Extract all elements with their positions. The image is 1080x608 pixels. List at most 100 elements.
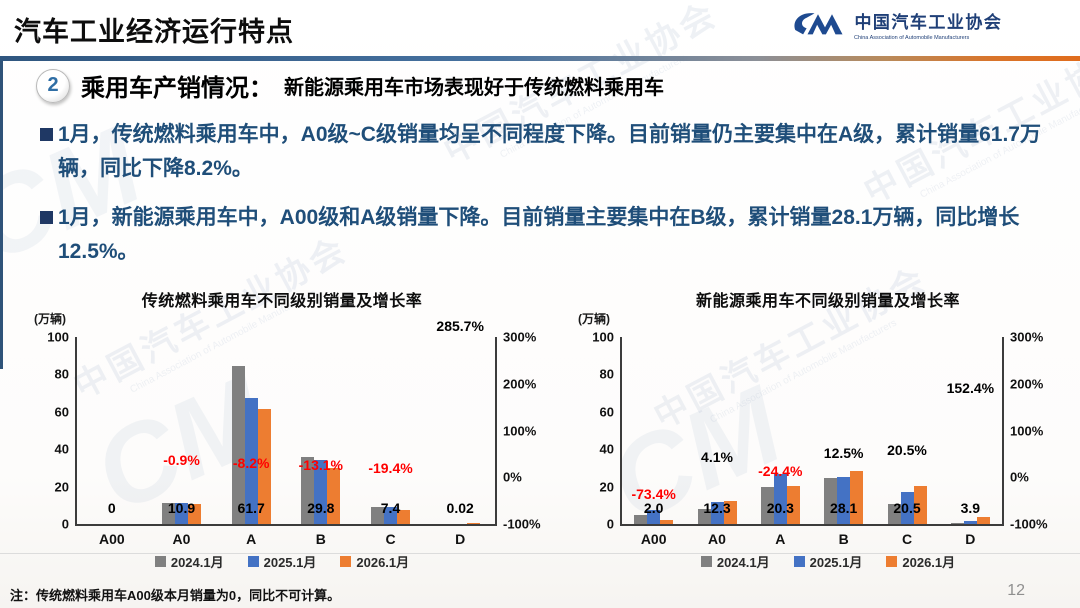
growth-label: -73.4% xyxy=(631,485,676,502)
secondary-axis-tick: 200% xyxy=(1010,376,1044,392)
category-label: A xyxy=(775,531,786,547)
bullet-text: 1月，新能源乘用车中，A00级和A级销量下降。目前销量主要集中在B级，累计销量2… xyxy=(58,206,1020,263)
legend-swatch xyxy=(154,556,166,567)
value-label: 20.3 xyxy=(766,500,794,516)
bar-2024.1月 xyxy=(824,478,838,524)
bar-2025.1月 xyxy=(314,459,328,524)
category-label: A00 xyxy=(98,531,125,547)
y-axis-tick: 20 xyxy=(599,479,614,495)
growth-label: -19.4% xyxy=(368,460,413,477)
bar-2025.1月 xyxy=(384,506,397,524)
value-label: 29.8 xyxy=(307,500,335,516)
value-label: 0.02 xyxy=(446,500,474,516)
legend-item: 2024.1月 xyxy=(154,552,224,571)
chart-title: 新能源乘用车不同级别销量及增长率 xyxy=(695,293,960,310)
legend-label: 2025.1月 xyxy=(809,555,863,570)
secondary-axis-tick: -100% xyxy=(1010,516,1048,532)
legend-label: 2026.1月 xyxy=(902,555,956,570)
bar-2024.1月 xyxy=(887,504,901,524)
y-axis-tick: 80 xyxy=(54,366,69,382)
logo-org-name-en: China Association of Automobile Manufact… xyxy=(854,34,970,41)
bar-2024.1月 xyxy=(162,502,175,524)
value-label: 7.4 xyxy=(380,500,401,516)
bar-2025.1月 xyxy=(175,503,188,524)
legend-swatch xyxy=(340,556,352,567)
bullet-item: 1月，新能源乘用车中，A00级和A级销量下降。目前销量主要集中在B级，累计销量2… xyxy=(40,201,1066,269)
growth-label: 20.5% xyxy=(887,441,927,458)
title-divider xyxy=(0,56,1080,61)
growth-label: -24.4% xyxy=(758,462,803,479)
section-header: 2 乘用车产销情况： 新能源乘用车市场表现好于传统燃料乘用车 xyxy=(36,68,664,103)
value-label: 0 xyxy=(107,500,116,516)
value-label: 61.7 xyxy=(237,500,265,516)
y-axis-tick: 100 xyxy=(47,329,69,345)
chart-legend: 2024.1月 2025.1月 2026.1月 xyxy=(572,552,1080,571)
value-label: 28.1 xyxy=(830,500,858,516)
y-axis-unit-label: (万辆) xyxy=(34,312,66,326)
section-heading: 乘用车产销情况： xyxy=(81,75,273,102)
legend-item: 2026.1月 xyxy=(886,552,955,571)
bar-2026.1月 xyxy=(188,503,201,524)
growth-label: 285.7% xyxy=(436,317,484,334)
value-label: 20.5 xyxy=(893,500,921,516)
bar-2026.1月 xyxy=(723,501,737,524)
y-axis-unit-label: (万辆) xyxy=(578,312,610,326)
bar-2026.1月 xyxy=(786,486,800,524)
plot-area: 0 20 40 60 80 100 -100% 0% 100% 200% 300% A00 2.0 -73… xyxy=(592,330,1047,548)
bar-2026.1月 xyxy=(327,468,341,524)
secondary-axis-tick: 200% xyxy=(503,376,537,392)
category-label: D xyxy=(455,531,466,547)
legend-label: 2024.1月 xyxy=(716,555,770,570)
page-title: 汽车工业经济运行特点 xyxy=(14,17,294,47)
category-label: A00 xyxy=(640,531,667,547)
legend-item: 2025.1月 xyxy=(247,552,316,571)
bar-2025.1月 xyxy=(900,492,914,524)
secondary-axis-tick: 100% xyxy=(1010,423,1044,438)
bullet-square-icon xyxy=(40,211,53,224)
secondary-axis-tick: 0% xyxy=(503,469,522,485)
section-number-badge: 2 xyxy=(36,68,70,103)
bar-2024.1月 xyxy=(301,456,315,524)
bar-2025.1月 xyxy=(963,521,977,524)
bar-2025.1月 xyxy=(710,501,724,524)
footer-divider xyxy=(0,553,1080,554)
legend-swatch xyxy=(700,556,712,567)
category-label: A0 xyxy=(708,531,726,547)
y-axis-tick: 40 xyxy=(54,441,69,457)
bullet-text: 1月，传统燃料乘用车中，A0级~C级销量均呈不同程度下降。目前销量仍主要集中在A… xyxy=(58,123,1041,180)
bar-2024.1月 xyxy=(231,366,245,524)
growth-label: 4.1% xyxy=(701,449,733,466)
logo-org-name-cn: 中国汽车工业协会 xyxy=(854,13,1003,32)
growth-label: 152.4% xyxy=(946,380,995,396)
footnote: 注：传统燃料乘用车A00级本月销量为0，同比不可计算。 xyxy=(10,588,341,603)
y-axis-tick: 20 xyxy=(54,479,69,495)
bar-2026.1月 xyxy=(850,471,864,524)
chart-traditional-fuel: 传统燃料乘用车不同级别销量及增长率 (万辆) 0 20 40 60 80 100 -100%… xyxy=(28,285,541,577)
y-axis-tick: 60 xyxy=(54,404,69,420)
legend-swatch xyxy=(247,556,259,567)
bar-2025.1月 xyxy=(647,509,661,524)
legend-item: 2026.1月 xyxy=(340,552,409,571)
bar-2024.1月 xyxy=(950,523,964,524)
secondary-axis-tick: 300% xyxy=(1010,329,1044,345)
y-axis-tick: 80 xyxy=(599,366,614,382)
bar-2026.1月 xyxy=(397,510,410,524)
left-edge-mark xyxy=(0,61,3,369)
bar-2025.1月 xyxy=(244,398,258,524)
plot-area: 0 20 40 60 80 100 -100% 0% 100% 200% 300% A00 0 A0 10.… xyxy=(47,318,540,547)
bullet-square-icon xyxy=(40,128,53,141)
y-axis-tick: 60 xyxy=(599,404,614,420)
category-label: B xyxy=(838,531,849,547)
legend-item: 2024.1月 xyxy=(700,552,770,571)
y-axis-tick: 100 xyxy=(592,329,614,345)
legend-item: 2025.1月 xyxy=(793,552,863,571)
secondary-axis-tick: 100% xyxy=(503,423,537,438)
bar-2026.1月 xyxy=(466,523,480,524)
y-axis-tick: 0 xyxy=(606,516,614,532)
bar-2025.1月 xyxy=(773,473,787,524)
bar-2024.1月 xyxy=(634,515,648,524)
y-axis-tick: 40 xyxy=(599,441,614,457)
category-label: B xyxy=(315,531,326,547)
bullet-item: 1月，传统燃料乘用车中，A0级~C级销量均呈不同程度下降。目前销量仍主要集中在A… xyxy=(40,118,1066,186)
